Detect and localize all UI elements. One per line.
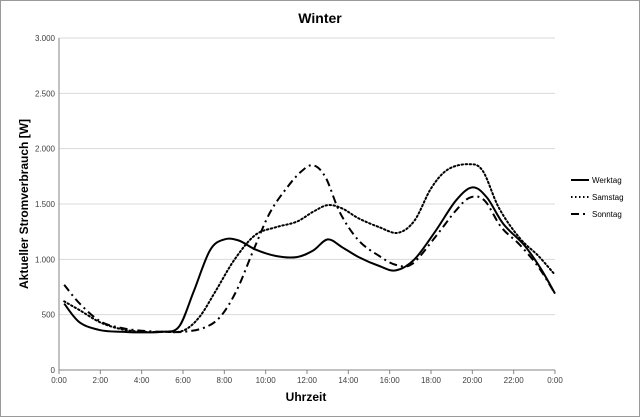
x-tick-label: 10:00 xyxy=(256,376,277,385)
y-tick-label: 1.500 xyxy=(35,200,56,209)
y-tick-label: 1.000 xyxy=(35,255,56,264)
x-tick-labels: 0:00 2:00 4:00 6:00 8:00 10:00 12:00 14:00 16:00… xyxy=(51,370,563,385)
x-tick-label: 0:00 xyxy=(547,376,563,385)
y-tick-label: 2.000 xyxy=(35,145,56,154)
y-tick-label: 3.000 xyxy=(35,34,56,43)
series-line-werktag xyxy=(63,186,556,334)
x-tick-label: 22:00 xyxy=(504,376,525,385)
x-tick-label: 14:00 xyxy=(338,376,359,385)
x-tick-label: 20:00 xyxy=(462,376,483,385)
y-axis-title: Aktueller Stromverbrauch [W] xyxy=(17,119,31,289)
x-tick-label: 12:00 xyxy=(297,376,318,385)
x-tick-label: 18:00 xyxy=(421,376,442,385)
chart-title: Winter xyxy=(298,10,342,26)
x-axis-title: Uhrzeit xyxy=(286,390,327,404)
series-line-samstag xyxy=(63,163,556,334)
x-tick-label: 4:00 xyxy=(134,376,150,385)
series-line-sonntag xyxy=(63,164,556,334)
y-tick-labels: 0 500 1.000 1.500 2.000 2.500 3.000 xyxy=(35,34,56,375)
x-tick-label: 8:00 xyxy=(217,376,233,385)
x-tick-label: 2:00 xyxy=(93,376,109,385)
x-tick-label: 16:00 xyxy=(380,376,401,385)
x-tick-label: 6:00 xyxy=(175,376,191,385)
x-tick-label: 0:00 xyxy=(51,376,67,385)
legend-label: Werktag xyxy=(592,176,622,185)
legend-label: Sonntag xyxy=(592,210,622,219)
legend-label: Samstag xyxy=(592,193,624,202)
y-tick-label: 0 xyxy=(51,366,56,375)
y-tick-label: 2.500 xyxy=(35,89,56,98)
series-lines xyxy=(63,163,556,334)
y-tick-label: 500 xyxy=(42,311,56,320)
legend: Werktag Samstag Sonntag xyxy=(571,176,624,219)
gridlines xyxy=(59,37,555,316)
